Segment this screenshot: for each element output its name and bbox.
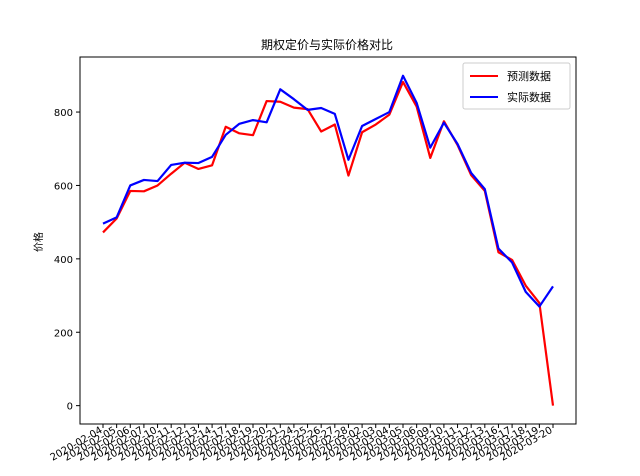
- legend-label-predicted: 预测数据: [507, 69, 551, 83]
- plot-area-frame: [79, 56, 577, 425]
- y-tick-label: 400: [54, 255, 73, 266]
- y-tick-label: 0: [67, 402, 73, 413]
- y-tick-label: 800: [54, 108, 73, 119]
- y-tick-label: 200: [54, 328, 73, 339]
- series-line-predicted: [102, 80, 555, 406]
- y-axis-label: 价格: [32, 232, 45, 252]
- chart-legend: 预测数据 实际数据: [462, 62, 571, 110]
- series-layer: [102, 74, 555, 406]
- series-line-actual: [102, 74, 554, 308]
- y-tick-label: 600: [54, 181, 73, 192]
- legend-label-actual: 实际数据: [507, 90, 551, 104]
- chart-title: 期权定价与实际价格对比: [261, 37, 393, 52]
- x-axis-ticks: 2020-02-042020-02-052020-02-062020-02-07…: [49, 424, 555, 464]
- y-axis-ticks: 0 200 400 600 800: [54, 108, 80, 413]
